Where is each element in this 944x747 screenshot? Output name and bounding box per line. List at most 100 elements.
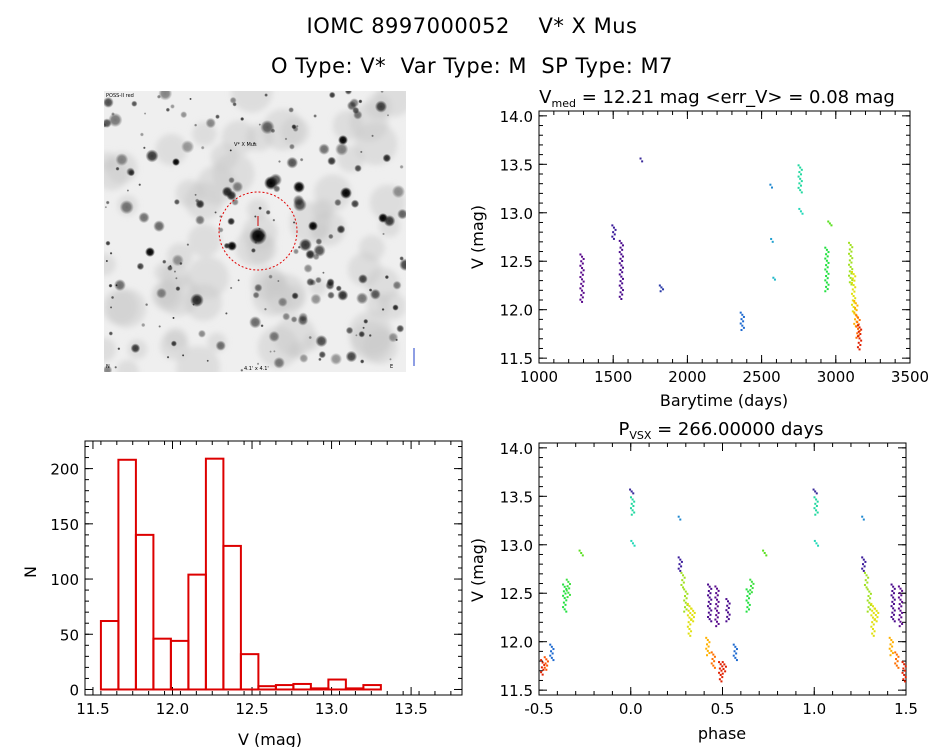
data-point [827, 272, 830, 275]
star [232, 102, 237, 107]
data-point [871, 621, 874, 624]
data-point [851, 277, 854, 280]
data-point [716, 616, 719, 619]
data-point [851, 292, 854, 295]
star [126, 189, 130, 192]
star [265, 209, 271, 215]
data-point [686, 614, 689, 617]
data-point [895, 658, 898, 661]
sky-haze [230, 91, 273, 113]
data-point [814, 513, 817, 516]
data-point [903, 663, 906, 666]
data-point [564, 592, 567, 595]
data-point [713, 660, 716, 663]
data-point [693, 611, 696, 614]
data-point [752, 582, 755, 585]
data-point [712, 653, 715, 656]
star [292, 197, 307, 212]
sky-haze [221, 120, 257, 155]
data-point [851, 299, 854, 302]
data-point [749, 578, 752, 581]
data-point [581, 554, 584, 557]
phased-title-rest: = 266.00000 days [651, 419, 823, 440]
data-point [714, 618, 717, 621]
data-point [864, 560, 867, 563]
data-point [857, 316, 860, 319]
data-point [681, 579, 684, 582]
data-point [552, 648, 555, 651]
data-point [551, 652, 554, 655]
data-point [620, 298, 623, 300]
histogram-bar [292, 682, 312, 691]
data-point [853, 322, 856, 325]
star [357, 274, 368, 284]
data-point [889, 643, 892, 646]
star [109, 306, 113, 309]
data-point [826, 255, 829, 258]
data-point [565, 578, 568, 581]
sky-haze [262, 108, 304, 151]
histogram-frame [84, 440, 463, 696]
star [173, 198, 180, 205]
star [155, 287, 167, 299]
star [292, 221, 296, 224]
data-point [662, 288, 665, 291]
data-point [901, 600, 904, 603]
data-point [630, 539, 633, 542]
sky-haze [274, 315, 316, 357]
star [256, 362, 260, 366]
y-tick-label: 13.0 [500, 537, 533, 555]
sky-haze [358, 235, 385, 261]
data-point [870, 602, 873, 605]
star [284, 137, 288, 141]
star [374, 100, 388, 113]
data-point [581, 285, 584, 288]
star [249, 316, 262, 329]
data-point [620, 242, 623, 245]
data-point [618, 251, 621, 254]
data-point [848, 263, 851, 266]
light-curve-title: Vmed = 12.21 mag <err_V> = 0.08 mag [539, 87, 895, 110]
star [227, 217, 236, 226]
star [335, 285, 342, 292]
data-point [710, 662, 713, 665]
data-point [566, 596, 569, 599]
data-point [870, 625, 873, 628]
star [318, 143, 330, 155]
star [104, 123, 107, 128]
data-point [612, 226, 615, 229]
star [139, 132, 144, 137]
data-point [544, 662, 547, 665]
data-point [684, 595, 686, 598]
star [110, 295, 115, 300]
data-point [856, 324, 859, 327]
data-point [633, 500, 636, 503]
data-point [890, 649, 893, 652]
data-point [565, 588, 568, 591]
data-point [719, 663, 722, 666]
data-point [869, 603, 872, 606]
x-tick-label: 2000 [668, 368, 706, 386]
data-point [817, 544, 820, 547]
data-point [849, 265, 852, 268]
data-point [869, 597, 872, 600]
data-point [893, 620, 896, 623]
star [158, 325, 162, 328]
data-point [860, 339, 863, 342]
data-point [854, 275, 857, 278]
data-point [581, 273, 584, 276]
data-point [747, 608, 750, 611]
bright-star [172, 158, 180, 166]
data-point [854, 302, 857, 305]
data-point [611, 224, 614, 227]
star [354, 164, 362, 173]
data-point [579, 253, 582, 256]
light-curve-title-sub: med [552, 97, 576, 110]
y-tick-label: 14.0 [500, 440, 533, 458]
data-point [851, 288, 854, 291]
data-point [891, 645, 894, 648]
data-point [825, 285, 828, 288]
data-point [830, 224, 833, 227]
data-point [891, 590, 894, 593]
light-curve-title-main: V [539, 87, 552, 108]
